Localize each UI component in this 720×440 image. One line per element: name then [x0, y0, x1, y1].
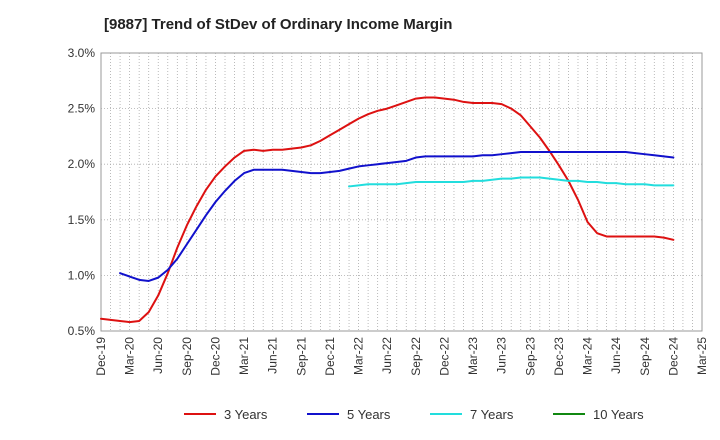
x-tick-label: Dec-23	[552, 337, 566, 376]
series-line-5-years	[119, 150, 675, 282]
x-tick-label: Mar-24	[581, 337, 595, 375]
x-tick-label: Sep-24	[638, 337, 652, 376]
y-tick-label: 2.0%	[68, 157, 96, 171]
series-line-3-years	[100, 96, 675, 324]
x-tick-label: Dec-21	[323, 337, 337, 376]
x-tick-label: Mar-25	[695, 337, 709, 375]
y-tick-label: 2.5%	[68, 102, 96, 116]
x-tick-label: Mar-21	[237, 337, 251, 375]
x-tick-label: Jun-24	[609, 337, 623, 374]
x-tick-label: Dec-20	[208, 337, 222, 376]
y-tick-label: 3.0%	[68, 46, 96, 60]
grid-layer	[100, 52, 703, 332]
y-tick-label: 1.5%	[68, 213, 96, 227]
legend-layer: 3 Years 5 Years 7 Years 10 Years	[184, 407, 644, 422]
y-tick-label: 1.0%	[68, 268, 96, 282]
x-tick-label: Mar-23	[466, 337, 480, 375]
x-tick-label: Sep-23	[523, 337, 537, 376]
x-tick-label: Mar-22	[352, 337, 366, 375]
x-tick-label: Jun-21	[266, 337, 280, 374]
legend-label: 7 Years	[470, 407, 514, 422]
x-tick-label: Mar-20	[123, 337, 137, 375]
y-tick-label: 0.5%	[68, 324, 96, 338]
x-tick-label: Sep-21	[294, 337, 308, 376]
axis-layer: 0.5% 1.0% 1.5% 2.0% 2.5% 3.0% Dec-19 Mar-20 Jun-…	[68, 46, 709, 376]
x-tick-label: Jun-22	[380, 337, 394, 374]
x-tick-label: Dec-19	[94, 337, 108, 376]
x-tick-label: Jun-20	[151, 337, 165, 374]
x-tick-label: Sep-22	[409, 337, 423, 376]
chart-title: [9887] Trend of StDev of Ordinary Income…	[104, 16, 453, 33]
series-layer	[100, 96, 675, 324]
x-tick-label: Jun-23	[495, 337, 509, 374]
series-line-7-years	[348, 176, 675, 188]
x-tick-label: Dec-22	[437, 337, 451, 376]
x-tick-label: Sep-20	[180, 337, 194, 376]
legend-label: 5 Years	[347, 407, 391, 422]
plot-area	[100, 52, 703, 332]
x-tick-label: Dec-24	[666, 337, 680, 376]
legend-label: 3 Years	[224, 407, 268, 422]
legend-label: 10 Years	[593, 407, 644, 422]
